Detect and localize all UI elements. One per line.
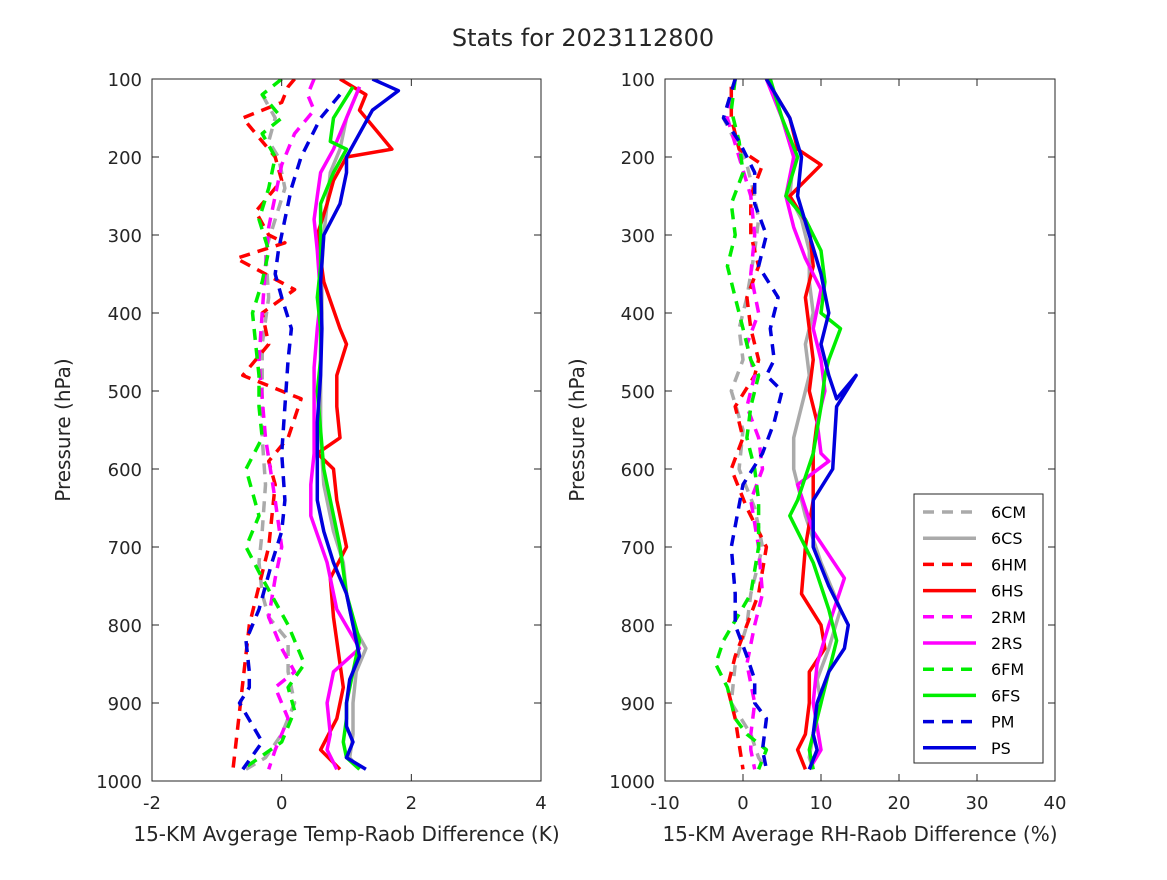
- x-tick-label: -10: [650, 793, 679, 814]
- legend-label-6hs: 6HS: [991, 582, 1023, 601]
- y-axis-label: Pressure (hPa): [565, 358, 589, 501]
- y-tick-label: 200: [108, 148, 142, 169]
- y-tick-label: 800: [108, 616, 142, 637]
- series-line-6hs: [315, 79, 394, 771]
- x-axis-label: 15-KM Avgerage Temp-Raob Difference (K): [133, 822, 559, 846]
- series-line-pm: [237, 93, 342, 771]
- y-tick-label: 100: [621, 70, 655, 91]
- series-group: [231, 79, 401, 771]
- x-tick-label: 10: [810, 793, 833, 814]
- series-line-2rs: [309, 86, 362, 771]
- series-line-ps: [315, 79, 401, 771]
- series-line-2rm: [725, 79, 765, 770]
- legend-label-6fs: 6FS: [991, 686, 1020, 705]
- y-axis-label: Pressure (hPa): [51, 358, 75, 501]
- x-tick-label: 40: [1044, 793, 1067, 814]
- legend-label-6fm: 6FM: [991, 660, 1024, 679]
- y-tick-label: 1000: [609, 772, 655, 793]
- figure-title: Stats for 2023112800: [452, 24, 714, 52]
- y-tick-label: 1000: [96, 772, 142, 793]
- y-tick-label: 500: [108, 382, 142, 403]
- y-tick-label: 400: [108, 304, 142, 325]
- x-tick-label: 30: [966, 793, 989, 814]
- y-tick-label: 700: [621, 538, 655, 559]
- legend-label-2rm: 2RM: [991, 608, 1026, 627]
- y-tick-label: 600: [621, 460, 655, 481]
- x-tick-label: 0: [737, 793, 748, 814]
- series-line-6fm: [713, 79, 769, 770]
- x-tick-label: 2: [406, 793, 417, 814]
- legend-label-pm: PM: [991, 713, 1014, 732]
- y-tick-label: 300: [621, 226, 655, 247]
- series-line-6hm: [231, 79, 303, 770]
- y-tick-label: 700: [108, 538, 142, 559]
- series-line-2rm: [257, 79, 316, 770]
- x-tick-label: 20: [888, 793, 911, 814]
- y-tick-label: 900: [108, 694, 142, 715]
- legend-label-ps: PS: [991, 739, 1011, 758]
- legend-label-6cm: 6CM: [991, 503, 1026, 522]
- temp-difference-panel: -2 0 2 4 100 200 300 400 500 600 700 800 900 1000 15-K…: [51, 70, 560, 846]
- x-tick-label: -2: [143, 793, 161, 814]
- x-tick-label: 4: [535, 793, 546, 814]
- y-tick-label: 900: [621, 694, 655, 715]
- x-axis-label: 15-KM Average RH-Raob Difference (%): [662, 822, 1057, 846]
- y-tick-label: 500: [621, 382, 655, 403]
- y-tick-label: 600: [108, 460, 142, 481]
- rh-difference-panel: -10 0 10 20 30 40 100 200 300 400 500 600 700 800 900 1…: [565, 70, 1066, 846]
- series-line-ps: [764, 79, 858, 770]
- series-line-6cm: [245, 93, 297, 771]
- y-tick-label: 800: [621, 616, 655, 637]
- series-line-6cm: [721, 79, 768, 771]
- y-tick-label: 300: [108, 226, 142, 247]
- y-tick-label: 400: [621, 304, 655, 325]
- y-tick-label: 100: [108, 70, 142, 91]
- series-group: [713, 79, 858, 771]
- legend: 6CM 6CS 6HM 6HS 2RM 2RS 6FM 6FS PM PS: [913, 493, 1044, 764]
- series-line-6fm: [241, 79, 307, 771]
- axes-box: [664, 78, 1056, 782]
- legend-label-6hm: 6HM: [991, 555, 1027, 574]
- x-tick-label: 0: [276, 793, 287, 814]
- y-tick-label: 200: [621, 148, 655, 169]
- series-line-6hm: [725, 86, 769, 770]
- series-line-pm: [721, 79, 784, 770]
- legend-label-6cs: 6CS: [991, 529, 1023, 548]
- legend-label-2rs: 2RS: [991, 634, 1022, 653]
- axes-box: [151, 78, 542, 782]
